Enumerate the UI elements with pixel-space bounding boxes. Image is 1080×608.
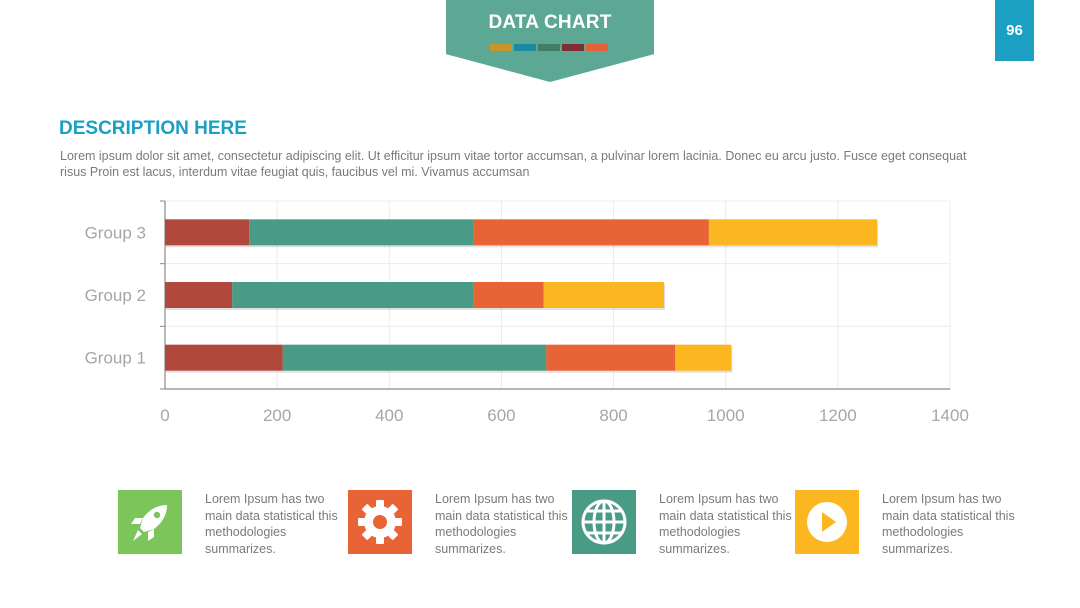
feature-text: Lorem Ipsum has two main data statistica… — [205, 492, 338, 556]
bar-segment — [543, 282, 665, 308]
bar-segment — [232, 282, 474, 308]
color-swatch — [490, 44, 512, 51]
rocket-icon — [131, 505, 167, 541]
y-tick-label: Group 2 — [85, 286, 146, 305]
description-body: Lorem ipsum dolor sit amet, consectetur … — [60, 149, 967, 179]
page-title: DATA CHART — [488, 12, 612, 33]
x-tick-label: 1000 — [707, 406, 745, 425]
bar-segment — [165, 282, 233, 308]
bar-segment — [282, 344, 547, 371]
bar-segment — [165, 344, 283, 371]
feature-text: Lorem Ipsum has two main data statistica… — [435, 492, 568, 556]
color-swatch — [538, 44, 560, 51]
y-tick-label: Group 1 — [85, 349, 146, 368]
page-number-badge: 96 — [995, 0, 1034, 61]
x-tick-label: 0 — [160, 406, 169, 425]
feature-icon-box — [348, 490, 412, 554]
bar-segment — [473, 282, 544, 308]
bar-segment — [249, 219, 474, 246]
gear-icon — [358, 500, 402, 544]
bar-segment — [165, 219, 250, 246]
bar-segment — [708, 219, 878, 246]
color-swatches — [490, 44, 608, 51]
feature-icon-box — [795, 490, 859, 554]
x-tick-label: 400 — [375, 406, 403, 425]
bar-segment — [675, 344, 732, 371]
x-tick-label: 1400 — [931, 406, 969, 425]
bar-segment — [546, 344, 676, 371]
description-title: DESCRIPTION HERE — [59, 118, 247, 139]
globe-icon — [581, 499, 627, 545]
x-tick-label: 1200 — [819, 406, 857, 425]
bar-segment — [473, 219, 709, 246]
color-swatch — [562, 44, 584, 51]
x-tick-label: 200 — [263, 406, 291, 425]
play-icon — [807, 502, 847, 542]
x-tick-label: 600 — [487, 406, 515, 425]
color-swatch — [586, 44, 608, 51]
feature-text: Lorem Ipsum has two main data statistica… — [882, 492, 1015, 556]
y-tick-label: Group 3 — [85, 223, 146, 242]
feature-icon-box — [572, 490, 636, 554]
x-tick-label: 800 — [599, 406, 627, 425]
feature-icon-box — [118, 490, 182, 554]
color-swatch — [514, 44, 536, 51]
feature-text: Lorem Ipsum has two main data statistica… — [659, 492, 792, 556]
